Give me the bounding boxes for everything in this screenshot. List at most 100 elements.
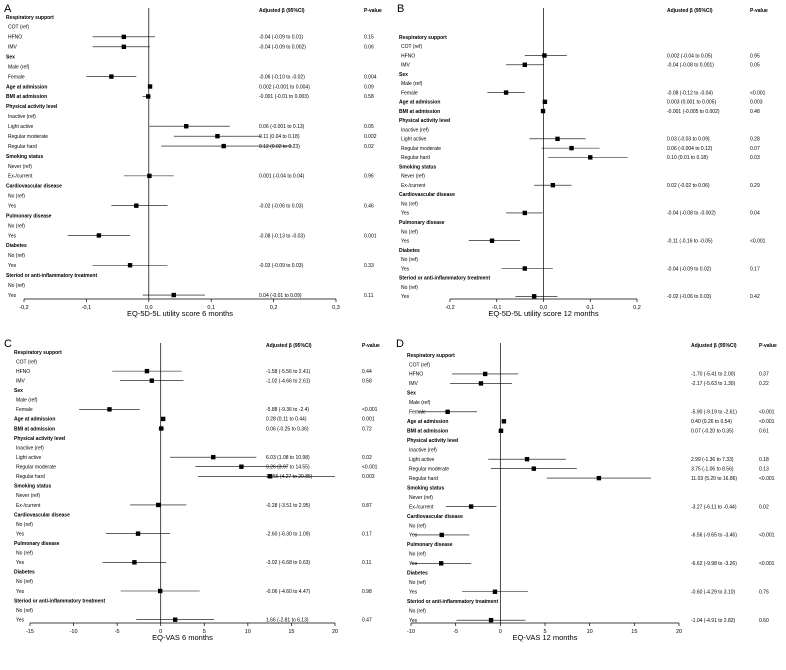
x-tick-label: -15 — [26, 629, 34, 635]
x-tick-label: 0,1 — [586, 305, 594, 311]
row-level-label: No (ref) — [409, 580, 426, 586]
point-estimate-marker — [531, 466, 537, 471]
row-level-label: Regular hard — [8, 144, 37, 150]
coef-ci-value: 0.07 (-0.20 to 0.35) — [691, 429, 734, 435]
row-group-label: Cardiovascular disease — [407, 514, 463, 520]
point-estimate-marker — [239, 464, 244, 469]
point-estimate-marker — [438, 561, 444, 566]
coef-ci-value: 0.04 (-0.01 to 0.09) — [259, 293, 302, 299]
forest-plot-svg: B Adjusted β (95%CI) P-value -0,2 -0,1 0,0 0,1… — [397, 3, 768, 318]
p-value: 0.18 — [759, 457, 769, 463]
x-axis-label: EQ-5D-5L utility score 12 months — [488, 309, 598, 318]
point-estimate-marker — [109, 74, 114, 79]
forest-plot-svg: D Adjusted β (95%CI) P-value -10 -5 0 5 10 15 20 E… — [396, 338, 777, 642]
coef-ci-value: -2.60 (-6.30 to 1.09) — [266, 531, 311, 537]
row-group-label: BMI at admission — [399, 109, 440, 115]
point-estimate-marker — [144, 368, 150, 374]
row-level-label: IMV — [16, 378, 26, 384]
row-group-label: Sex — [14, 388, 23, 394]
row-level-label: Regular hard — [409, 476, 438, 482]
coef-ci-value: -0.02 (-0.06 to 0.03) — [667, 294, 712, 300]
row-level-label: Yes — [401, 266, 410, 272]
row-level-label: No (ref) — [16, 551, 33, 557]
point-estimate-marker — [596, 475, 602, 481]
row-group-label: Steriod or anti-inflammatory treatment — [6, 273, 97, 279]
x-tick-label: 20 — [676, 629, 682, 635]
p-value-column-header: P-value — [759, 343, 777, 349]
row-level-label: COT (ref) — [8, 25, 29, 31]
row-level-label: No (ref) — [8, 223, 25, 229]
coef-ci-value: 11.03 (5.20 to 16.86) — [691, 476, 737, 482]
row-group-label: Respiratory support — [399, 35, 447, 41]
forest-plot-svg: C Adjusted β (95%CI) P-value -15 -10 -5 0 5 10 15… — [4, 338, 380, 642]
row-level-label: COT (ref) — [16, 359, 37, 365]
coef-ci-value: 0.002 (-0.001 to 0.004) — [259, 84, 310, 90]
p-value: 0.001 — [362, 417, 375, 423]
x-tick-label: 0 — [499, 629, 502, 635]
row-group-label: Pulmonary disease — [14, 541, 60, 547]
p-value: <0.001 — [750, 90, 766, 96]
point-estimate-marker — [107, 407, 112, 412]
row-group-label: Physical activity level — [407, 438, 459, 444]
point-estimate-marker — [159, 426, 164, 431]
p-value: 0.48 — [750, 109, 760, 115]
p-value: <0.001 — [759, 533, 775, 539]
coef-ci-value: -0.04 (-0.09 to 0.002) — [259, 45, 306, 51]
row-group-label: Age at admission — [6, 84, 47, 90]
row-level-label: Male (ref) — [409, 400, 431, 406]
point-estimate-marker — [522, 266, 527, 271]
row-level-label: Female — [401, 90, 418, 96]
coef-ci-value: -2.17 (-5.63 to 1.30) — [691, 381, 736, 387]
coef-ci-value: 6.03 (1.08 to 10.98) — [266, 455, 310, 461]
coef-ci-value: -5.90 (-9.19 to -2.61) — [691, 410, 737, 416]
forest-plot-panel-b: B Adjusted β (95%CI) P-value -0,2 -0,1 0,0 0,1… — [393, 0, 786, 335]
row-level-label: Inactive (ref) — [401, 127, 429, 133]
coef-ci-value: -3.27 (-6.11 to -0.44) — [691, 504, 737, 510]
point-estimate-marker — [524, 456, 530, 462]
row-level-label: No (ref) — [8, 194, 25, 200]
row-group-label: Respiratory support — [407, 353, 455, 359]
x-axis-label: EQ-5D-5L utility score 6 months — [127, 309, 233, 318]
row-group-label: Diabetes — [14, 570, 35, 576]
coef-ci-value: 0.40 (0.26 to 0.54) — [691, 419, 732, 425]
row-group-label: Age at admission — [14, 417, 55, 423]
coef-ci-value: -0.06 (-4.60 to 4.47) — [266, 589, 311, 595]
row-level-label: Yes — [8, 233, 17, 239]
p-value: <0.001 — [750, 239, 766, 245]
row-group-label: Pulmonary disease — [407, 542, 453, 548]
row-level-label: Yes — [8, 293, 17, 299]
row-level-label: No (ref) — [8, 283, 25, 289]
coef-ci-value: 0.06 (-0.004 to 0.12) — [667, 146, 713, 152]
row-level-label: HFNO — [401, 53, 415, 59]
row-level-label: Light active — [409, 457, 435, 463]
coef-ci-value: 9.26 (3.97 to 14.55) — [266, 465, 310, 471]
row-group-label: Diabetes — [6, 243, 27, 249]
row-group-label: Diabetes — [407, 571, 428, 577]
point-estimate-marker — [267, 474, 273, 479]
forest-plot-svg: A Adjusted β (95%CI) P-value -0,2 -0,1 0,0 0,1… — [4, 3, 382, 318]
p-value: 0.04 — [750, 211, 760, 217]
p-value: 0.60 — [759, 618, 769, 624]
point-estimate-marker — [489, 238, 495, 243]
row-group-label: BMI at admission — [14, 426, 55, 432]
row-group-label: Cardiovascular disease — [14, 512, 70, 518]
point-estimate-marker — [498, 428, 504, 433]
forest-plot-panel-c: C Adjusted β (95%CI) P-value -15 -10 -5 0 5 10 15… — [0, 335, 393, 670]
row-level-label: Regular moderate — [401, 146, 441, 152]
p-value: 0.58 — [364, 94, 374, 100]
x-tick-label: 0,0 — [145, 305, 153, 311]
point-estimate-marker — [221, 143, 226, 149]
coef-ci-value: -0.08 (-0.12 to -0.04) — [667, 90, 713, 96]
point-estimate-marker — [482, 371, 488, 377]
point-estimate-marker — [147, 84, 153, 89]
coef-ci-value: -1.58 (-5.56 to 2.41) — [266, 369, 311, 375]
point-estimate-marker — [468, 504, 474, 509]
p-value: 0.44 — [362, 369, 372, 375]
p-value: 0.02 — [364, 144, 374, 150]
row-level-label: Never (ref) — [16, 493, 40, 499]
point-estimate-marker — [542, 53, 547, 58]
row-level-label: COT (ref) — [409, 362, 430, 368]
row-level-label: No (ref) — [401, 201, 418, 207]
coef-ci-value: -6.62 (-9.98 to -3.26) — [691, 561, 737, 567]
row-group-label: Sex — [6, 55, 15, 61]
